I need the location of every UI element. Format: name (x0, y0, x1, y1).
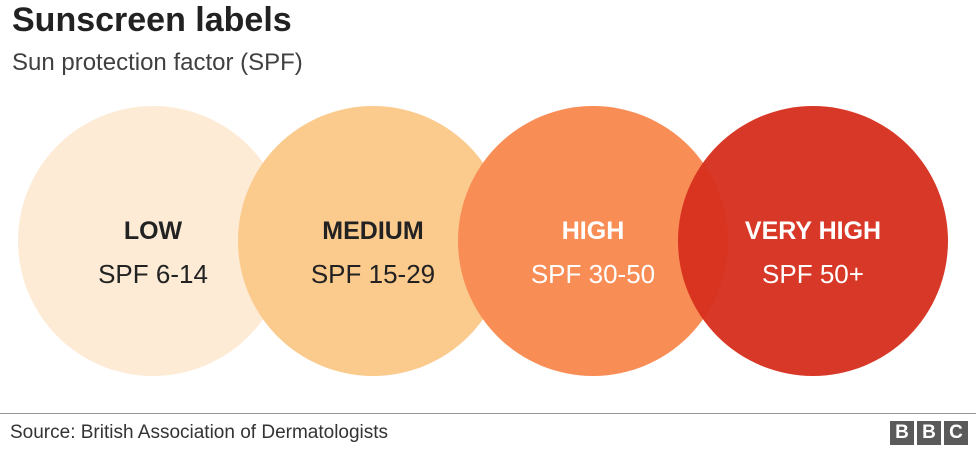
level-label-very-high: VERY HIGH (744, 217, 882, 245)
level-label-medium: MEDIUM (322, 217, 424, 245)
bbc-logo-letter: B (917, 421, 941, 445)
circle-high-text: HIGH SPF 30-50 (458, 106, 728, 376)
footer-divider (0, 413, 976, 414)
source-credit: Source: British Association of Dermatolo… (10, 422, 389, 443)
page-title: Sunscreen labels (12, 1, 292, 39)
bbc-logo-letter: B (890, 421, 914, 445)
bbc-logo: B B C (890, 421, 968, 445)
circle-low-text: LOW SPF 6-14 (18, 106, 288, 376)
level-label-low: LOW (123, 217, 183, 245)
bbc-logo-letter: C (944, 421, 968, 445)
level-range-medium: SPF 15-29 (310, 259, 436, 289)
circle-very-high (678, 106, 948, 376)
level-range-low: SPF 6-14 (98, 259, 208, 289)
circle-medium-text: MEDIUM SPF 15-29 (238, 106, 508, 376)
page-subtitle: Sun protection factor (SPF) (12, 49, 303, 76)
level-range-high: SPF 30-50 (530, 259, 656, 289)
circle-very-high-text: VERY HIGH SPF 50+ (678, 106, 948, 376)
level-range-very-high: SPF 50+ (762, 259, 864, 289)
level-label-high: HIGH (561, 217, 625, 245)
